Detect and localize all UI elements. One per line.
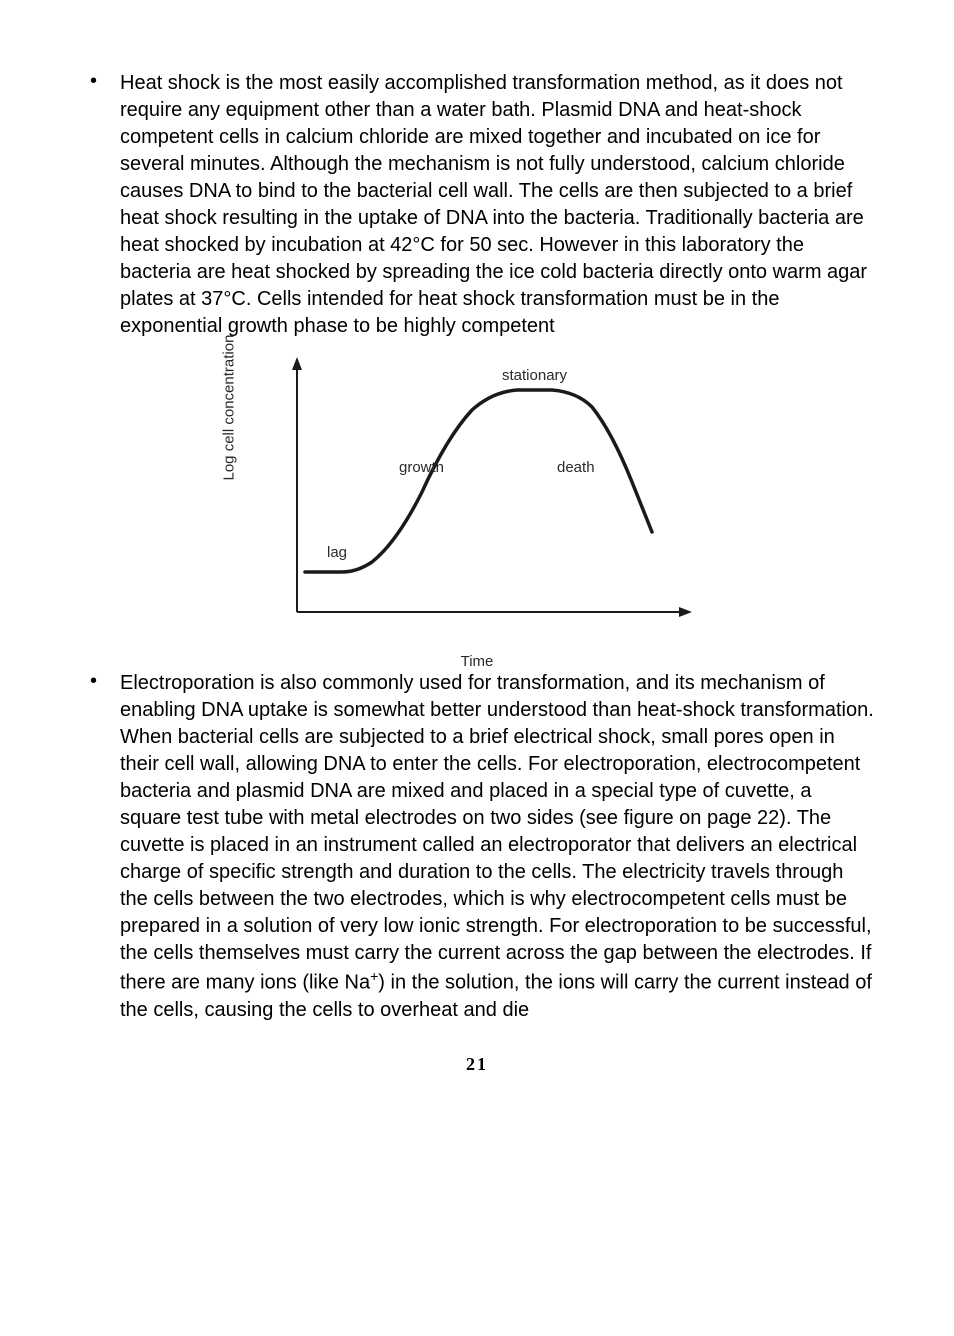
- stationary-label: stationary: [502, 367, 568, 384]
- lag-label: lag: [327, 544, 347, 561]
- y-axis-label: Log cell concentration: [221, 335, 238, 481]
- bullet-item-2: • Electroporation is also commonly used …: [80, 670, 874, 1024]
- y-axis-arrow: [292, 357, 302, 370]
- bullet-text-pre: Electroporation is also commonly used fo…: [120, 672, 874, 994]
- bullet-marker: •: [80, 670, 120, 1024]
- bullet-marker: •: [80, 70, 120, 340]
- bullet-item-1: • Heat shock is the most easily accompli…: [80, 70, 874, 340]
- growth-curve-path: [305, 390, 652, 572]
- bullet-text: Heat shock is the most easily accomplish…: [120, 70, 874, 340]
- death-label: death: [557, 459, 595, 476]
- bullet-text: Electroporation is also commonly used fo…: [120, 670, 874, 1024]
- growth-label: growth: [399, 459, 444, 476]
- x-axis-arrow: [679, 607, 692, 617]
- growth-curve-chart: Log cell concentration stationary growth…: [80, 352, 874, 662]
- page-number: 21: [80, 1054, 874, 1075]
- growth-curve-svg: stationary growth death lag: [237, 352, 717, 642]
- x-axis-label: Time: [461, 653, 494, 670]
